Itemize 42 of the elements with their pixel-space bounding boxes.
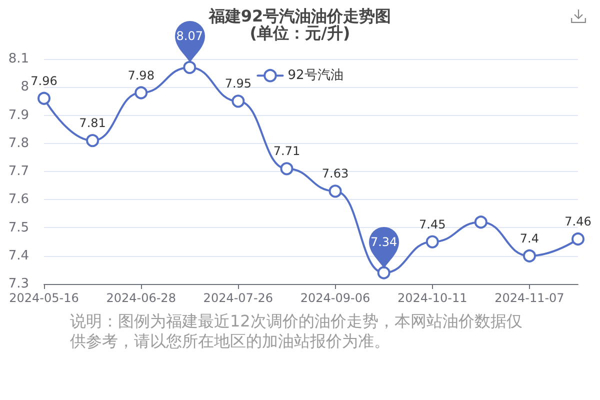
- data-label: 7.46: [564, 214, 592, 228]
- y-tick-label: 8.1: [8, 52, 29, 66]
- point: [474, 216, 488, 229]
- data-label: 7.98: [128, 68, 154, 82]
- point: [280, 162, 294, 176]
- point: [38, 92, 50, 105]
- point: [377, 266, 390, 280]
- data-label: 7.4: [520, 231, 539, 246]
- data-label: 7.63: [322, 166, 349, 181]
- chart-title: 福建92号汽油油价走势图: [208, 6, 392, 26]
- point: [134, 86, 148, 100]
- legend-label: 92号汽油: [288, 68, 344, 84]
- point: [426, 235, 439, 248]
- data-label: 7.45: [419, 217, 446, 232]
- point: [522, 249, 536, 262]
- x-tick-label: 2024-07-26: [203, 291, 274, 305]
- point: [572, 232, 584, 246]
- point: [232, 94, 245, 108]
- y-tick-label: 7.5: [8, 220, 29, 236]
- chart-subtitle: (单位：元/升): [250, 24, 350, 42]
- annotation: 7.34: [369, 234, 398, 250]
- data-label: 7.96: [30, 74, 58, 88]
- point: [183, 60, 196, 74]
- point: [328, 184, 342, 198]
- x-tick-label: 2024-06-28: [106, 291, 176, 305]
- data-label: 7.81: [79, 116, 106, 130]
- y-tick-label: 7.9: [8, 108, 29, 123]
- x-tick-label: 2024-10-11: [397, 291, 468, 305]
- y-tick-label: 7.7: [8, 164, 29, 179]
- x-tick-label: 2024-05-16: [9, 291, 79, 305]
- y-tick-label: 8: [20, 80, 29, 95]
- y-tick-label: 7.8: [8, 136, 29, 151]
- point: [86, 134, 100, 148]
- text: 说明：图例为福建最近12次调价的油价走势，本网站油价数据仅供参考，请以您所在地区的加油站报价为准。: [70, 312, 522, 350]
- y-tick-label: 7.4: [8, 248, 29, 264]
- x-tick-label: 2024-11-07: [494, 291, 564, 305]
- data-label: 7.95: [224, 76, 252, 91]
- annotation: 8.07: [175, 28, 204, 44]
- x-tick-label: 2024-09-06: [300, 291, 370, 305]
- y-tick-label: 7.6: [8, 192, 29, 208]
- data-label: 7.71: [273, 144, 300, 158]
- y-tick-label: 7.3: [8, 276, 29, 292]
